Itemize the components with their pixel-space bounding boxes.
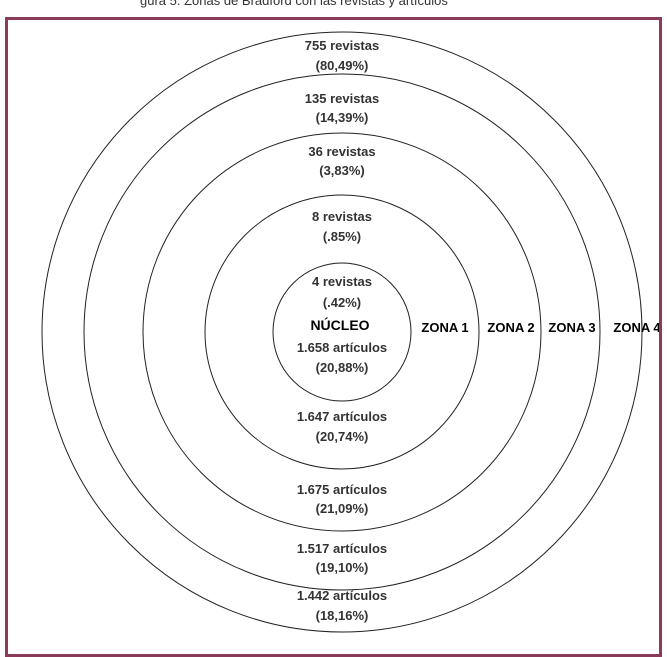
core-journals-pct: (.42%) xyxy=(323,295,361,310)
zone4-label: ZONA 4 xyxy=(613,320,659,335)
zone2-journals-pct: (3,83%) xyxy=(319,163,365,178)
ring-core xyxy=(272,262,412,402)
ring-zone1 xyxy=(204,194,480,470)
figure-frame: 755 revistas (80,49%) 135 revistas (14,3… xyxy=(5,17,662,657)
zone4-articles: 1.442 artículos xyxy=(297,588,387,603)
zone2-journals: 36 revistas xyxy=(308,144,375,159)
ring-zone4 xyxy=(41,31,643,633)
zone1-articles-pct: (20,74%) xyxy=(316,429,369,444)
core-articles-pct: (20,88%) xyxy=(316,360,369,375)
zone4-articles-pct: (18,16%) xyxy=(316,608,369,623)
core-title: NÚCLEO xyxy=(310,316,369,333)
zone2-articles-pct: (21,09%) xyxy=(316,501,369,516)
zone2-label: ZONA 2 xyxy=(487,320,534,335)
zone4-journals-pct: (80,49%) xyxy=(316,58,369,73)
zone3-articles-pct: (19,10%) xyxy=(316,560,369,575)
core-articles: 1.658 artículos xyxy=(297,340,387,355)
zone1-articles: 1.647 artículos xyxy=(297,409,387,424)
zone3-label: ZONA 3 xyxy=(548,320,595,335)
ring-zone2 xyxy=(142,132,542,532)
zone1-label: ZONA 1 xyxy=(421,320,468,335)
zone2-articles: 1.675 artículos xyxy=(297,482,387,497)
core-journals: 4 revistas xyxy=(312,274,372,289)
zone1-journals-pct: (.85%) xyxy=(323,229,361,244)
caption-text: gura 5. Zonas de Bradford con las revist… xyxy=(140,0,448,8)
bradford-zones-diagram: 755 revistas (80,49%) 135 revistas (14,3… xyxy=(41,31,659,633)
caption-fragment: gura 5. Zonas de Bradford con las revist… xyxy=(0,0,667,18)
zone3-articles: 1.517 artículos xyxy=(297,541,387,556)
zone4-journals: 755 revistas xyxy=(305,38,379,53)
zone3-journals-pct: (14,39%) xyxy=(316,110,369,125)
ring-zone3 xyxy=(83,73,601,591)
zone3-journals: 135 revistas xyxy=(305,91,379,106)
zone1-journals: 8 revistas xyxy=(312,209,372,224)
